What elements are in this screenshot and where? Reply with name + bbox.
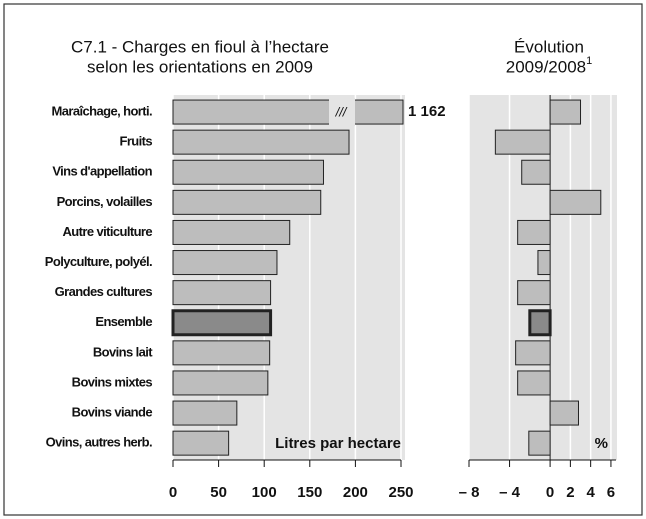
value-label: 1 162: [408, 103, 446, 120]
chart-title: selon les orientations en 2009: [87, 57, 313, 76]
x-tick-label: 50: [210, 484, 227, 501]
chart-title: Évolution: [514, 37, 584, 56]
x-tick-label: 0: [546, 484, 554, 501]
x-tick-label: – 4: [499, 484, 521, 501]
bar: [528, 430, 551, 456]
bar: [549, 400, 579, 426]
x-tick-label: – 8: [459, 484, 480, 501]
axis-label: Litres par hectare: [275, 435, 401, 452]
axis-label: %: [595, 435, 608, 452]
bar: [172, 340, 271, 366]
category-label: Porcins, volailles: [57, 194, 153, 209]
bar: [549, 99, 582, 125]
category-label: Vins d'appellation: [52, 164, 152, 179]
bar: [537, 250, 551, 276]
bar: [517, 219, 551, 245]
chart-title: 2009/20081: [506, 55, 593, 77]
category-label: Grandes cultures: [55, 284, 153, 299]
x-tick-label: 250: [388, 484, 413, 501]
bar: [172, 430, 230, 456]
bar: [172, 250, 278, 276]
bar: [172, 189, 322, 215]
category-label: Ensemble: [95, 314, 152, 329]
category-label: Autre viticulture: [63, 224, 153, 239]
bar: [528, 309, 552, 337]
x-tick-label: 4: [586, 484, 595, 501]
plot-area: [469, 95, 617, 460]
x-tick-label: 100: [252, 484, 277, 501]
x-tick-label: 2: [566, 484, 574, 501]
category-label: Polyculture, polyél.: [45, 254, 152, 269]
plot-area: [173, 95, 405, 460]
bar: [172, 99, 404, 125]
bar: [515, 340, 551, 366]
category-label: Fruits: [119, 134, 152, 149]
bar: [517, 370, 551, 396]
bar: [172, 219, 291, 245]
x-tick-label: 150: [297, 484, 322, 501]
bar: [494, 129, 551, 155]
category-label: Bovins viande: [72, 404, 153, 419]
title-superscript: 1: [586, 55, 592, 67]
bar: [171, 309, 273, 337]
bar: [172, 280, 272, 306]
category-label: Bovins mixtes: [72, 374, 153, 389]
category-label: Maraîchage, horti.: [52, 103, 152, 118]
axis-break-mark: ///: [335, 104, 348, 119]
bar: [549, 189, 602, 215]
bar: [172, 400, 238, 426]
bar: [172, 129, 350, 155]
bar: [517, 280, 551, 306]
axis-break: [329, 98, 355, 127]
bar: [521, 159, 551, 185]
bar: [172, 159, 324, 185]
chart-title: C7.1 - Charges en fioul à l’hectare: [71, 37, 329, 56]
x-tick-label: 0: [169, 484, 177, 501]
category-label: Ovins, autres herb.: [46, 435, 152, 450]
category-label: Bovins lait: [93, 344, 153, 359]
x-tick-label: 200: [343, 484, 368, 501]
x-tick-label: 6: [607, 484, 615, 501]
bar: [172, 370, 269, 396]
